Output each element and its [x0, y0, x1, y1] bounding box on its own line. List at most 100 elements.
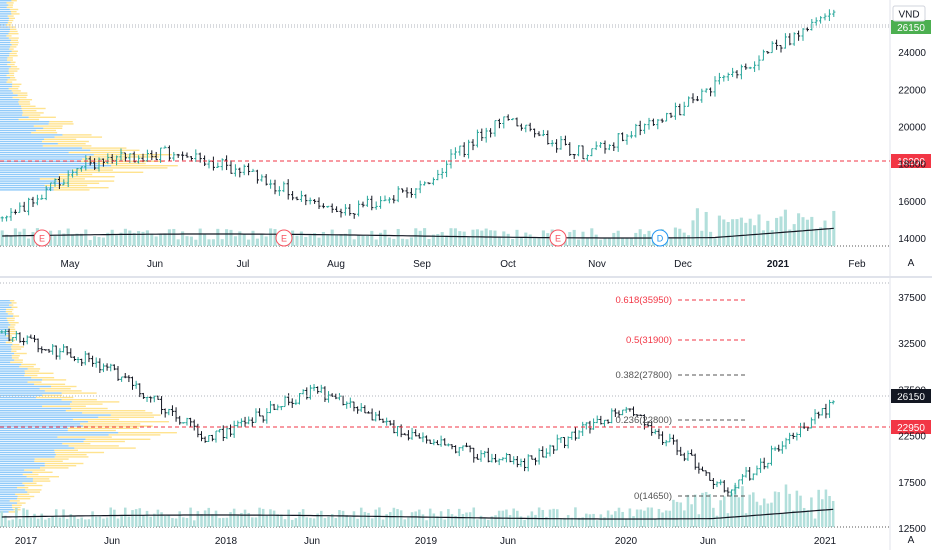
volume-profile-bar: [0, 304, 10, 306]
volume-profile-bar: [8, 322, 19, 324]
y-tick-label: 22000: [898, 85, 926, 96]
volume-bar: [682, 232, 686, 246]
volume-bar: [770, 230, 774, 246]
volume-profile-bar: [0, 306, 12, 308]
volume-profile-bar: [0, 403, 70, 405]
volume-profile-bar: [6, 74, 15, 77]
volume-profile-bar: [53, 189, 90, 191]
volume-profile-bar: [118, 432, 177, 434]
fib-level-label: 0.236(22800): [615, 415, 672, 426]
volume-profile-bar: [11, 357, 19, 359]
x-tick-label: Jun: [104, 536, 120, 547]
volume-profile-bar: [0, 15, 8, 17]
volume-bar: [766, 503, 770, 527]
volume-profile-bar: [0, 385, 52, 388]
volume-bar: [283, 519, 287, 527]
volume-profile-bar: [0, 478, 33, 480]
volume-bar: [568, 232, 572, 246]
volume-bar: [629, 238, 633, 246]
volume-profile-bar: [0, 24, 7, 26]
volume-profile-bar: [9, 304, 14, 306]
volume-bar: [84, 229, 88, 246]
volume-profile-bar: [0, 493, 16, 495]
volume-bar: [610, 514, 613, 527]
volume-profile-bar: [0, 11, 11, 13]
volume-profile-bar: [82, 412, 153, 414]
volume-bar: [559, 518, 563, 527]
volume-bar: [797, 213, 801, 246]
volume-bar: [643, 234, 647, 246]
volume-bar: [594, 234, 598, 246]
volume-bar: [69, 514, 73, 527]
volume-bar: [810, 497, 813, 527]
volume-bar: [802, 507, 806, 527]
volume-bar: [218, 518, 221, 527]
volume-bar: [132, 232, 136, 246]
volume-profile-bar: [0, 438, 86, 440]
volume-profile-bar: [0, 390, 45, 392]
volume-bar: [0, 511, 4, 527]
volume-bar: [672, 499, 675, 527]
volume-profile-bar: [0, 81, 7, 83]
x-tick-label: 2021: [767, 259, 790, 270]
volume-profile-bar: [7, 15, 14, 17]
volume-bar: [494, 515, 497, 527]
volume-bar: [106, 232, 110, 246]
volume-bar: [36, 518, 40, 527]
volume-profile-bar: [51, 385, 77, 388]
level-price-badge: [891, 420, 931, 434]
volume-bar: [546, 233, 550, 246]
volume-profile-bar: [0, 341, 6, 344]
volume-bar: [588, 514, 592, 527]
volume-profile-bar: [57, 436, 112, 438]
volume-profile-bar: [71, 401, 120, 403]
volume-profile-bar: [10, 28, 17, 30]
volume-bar: [687, 235, 691, 246]
volume-profile-bar: [87, 421, 169, 423]
volume-bar: [27, 238, 31, 246]
volume-profile-bar: [10, 77, 16, 79]
volume-profile-bar: [10, 39, 19, 41]
volume-bar: [792, 224, 796, 246]
volume-bar: [577, 239, 581, 246]
currency-badge[interactable]: [892, 5, 926, 22]
volume-bar: [823, 220, 827, 246]
volume-profile-bar: [72, 418, 120, 421]
x-tick-label: Dec: [674, 259, 692, 270]
volume-bar: [75, 233, 79, 246]
volume-profile-bar: [13, 315, 20, 317]
volume-bar: [163, 233, 167, 246]
volume-bar: [439, 511, 443, 527]
volume-bar: [814, 228, 818, 246]
volume-profile-bar: [11, 44, 18, 46]
volume-profile-bar: [24, 370, 40, 372]
volume-bar: [334, 518, 338, 527]
volume-profile-bar: [97, 162, 146, 165]
volume-bar: [709, 231, 713, 246]
volume-profile-bar: [0, 322, 9, 324]
volume-bar: [51, 516, 54, 527]
volume-profile-bar: [67, 429, 116, 432]
volume-profile-bar: [0, 414, 111, 416]
volume-profile-bar: [7, 57, 13, 59]
volume-bar: [409, 237, 413, 246]
volume-bar: [762, 498, 766, 527]
volume-bar: [447, 509, 450, 527]
auto-scale-button-bottom[interactable]: A: [908, 535, 915, 546]
volume-profile-bar: [24, 372, 54, 374]
volume-profile-bar: [33, 125, 63, 127]
volume-profile-bar: [0, 449, 55, 451]
auto-scale-button-top[interactable]: A: [908, 258, 915, 269]
volume-bar: [178, 511, 181, 527]
volume-bar: [819, 227, 823, 246]
volume-bar: [770, 502, 773, 527]
volume-profile-bar: [15, 493, 30, 495]
volume-profile-bar: [83, 440, 125, 443]
volume-profile-bar: [0, 471, 33, 473]
volume-profile-bar: [0, 502, 18, 504]
volume-bar: [131, 510, 134, 527]
volume-profile-bar: [0, 59, 8, 61]
volume-bar: [357, 235, 361, 246]
volume-profile-bar: [0, 123, 49, 125]
